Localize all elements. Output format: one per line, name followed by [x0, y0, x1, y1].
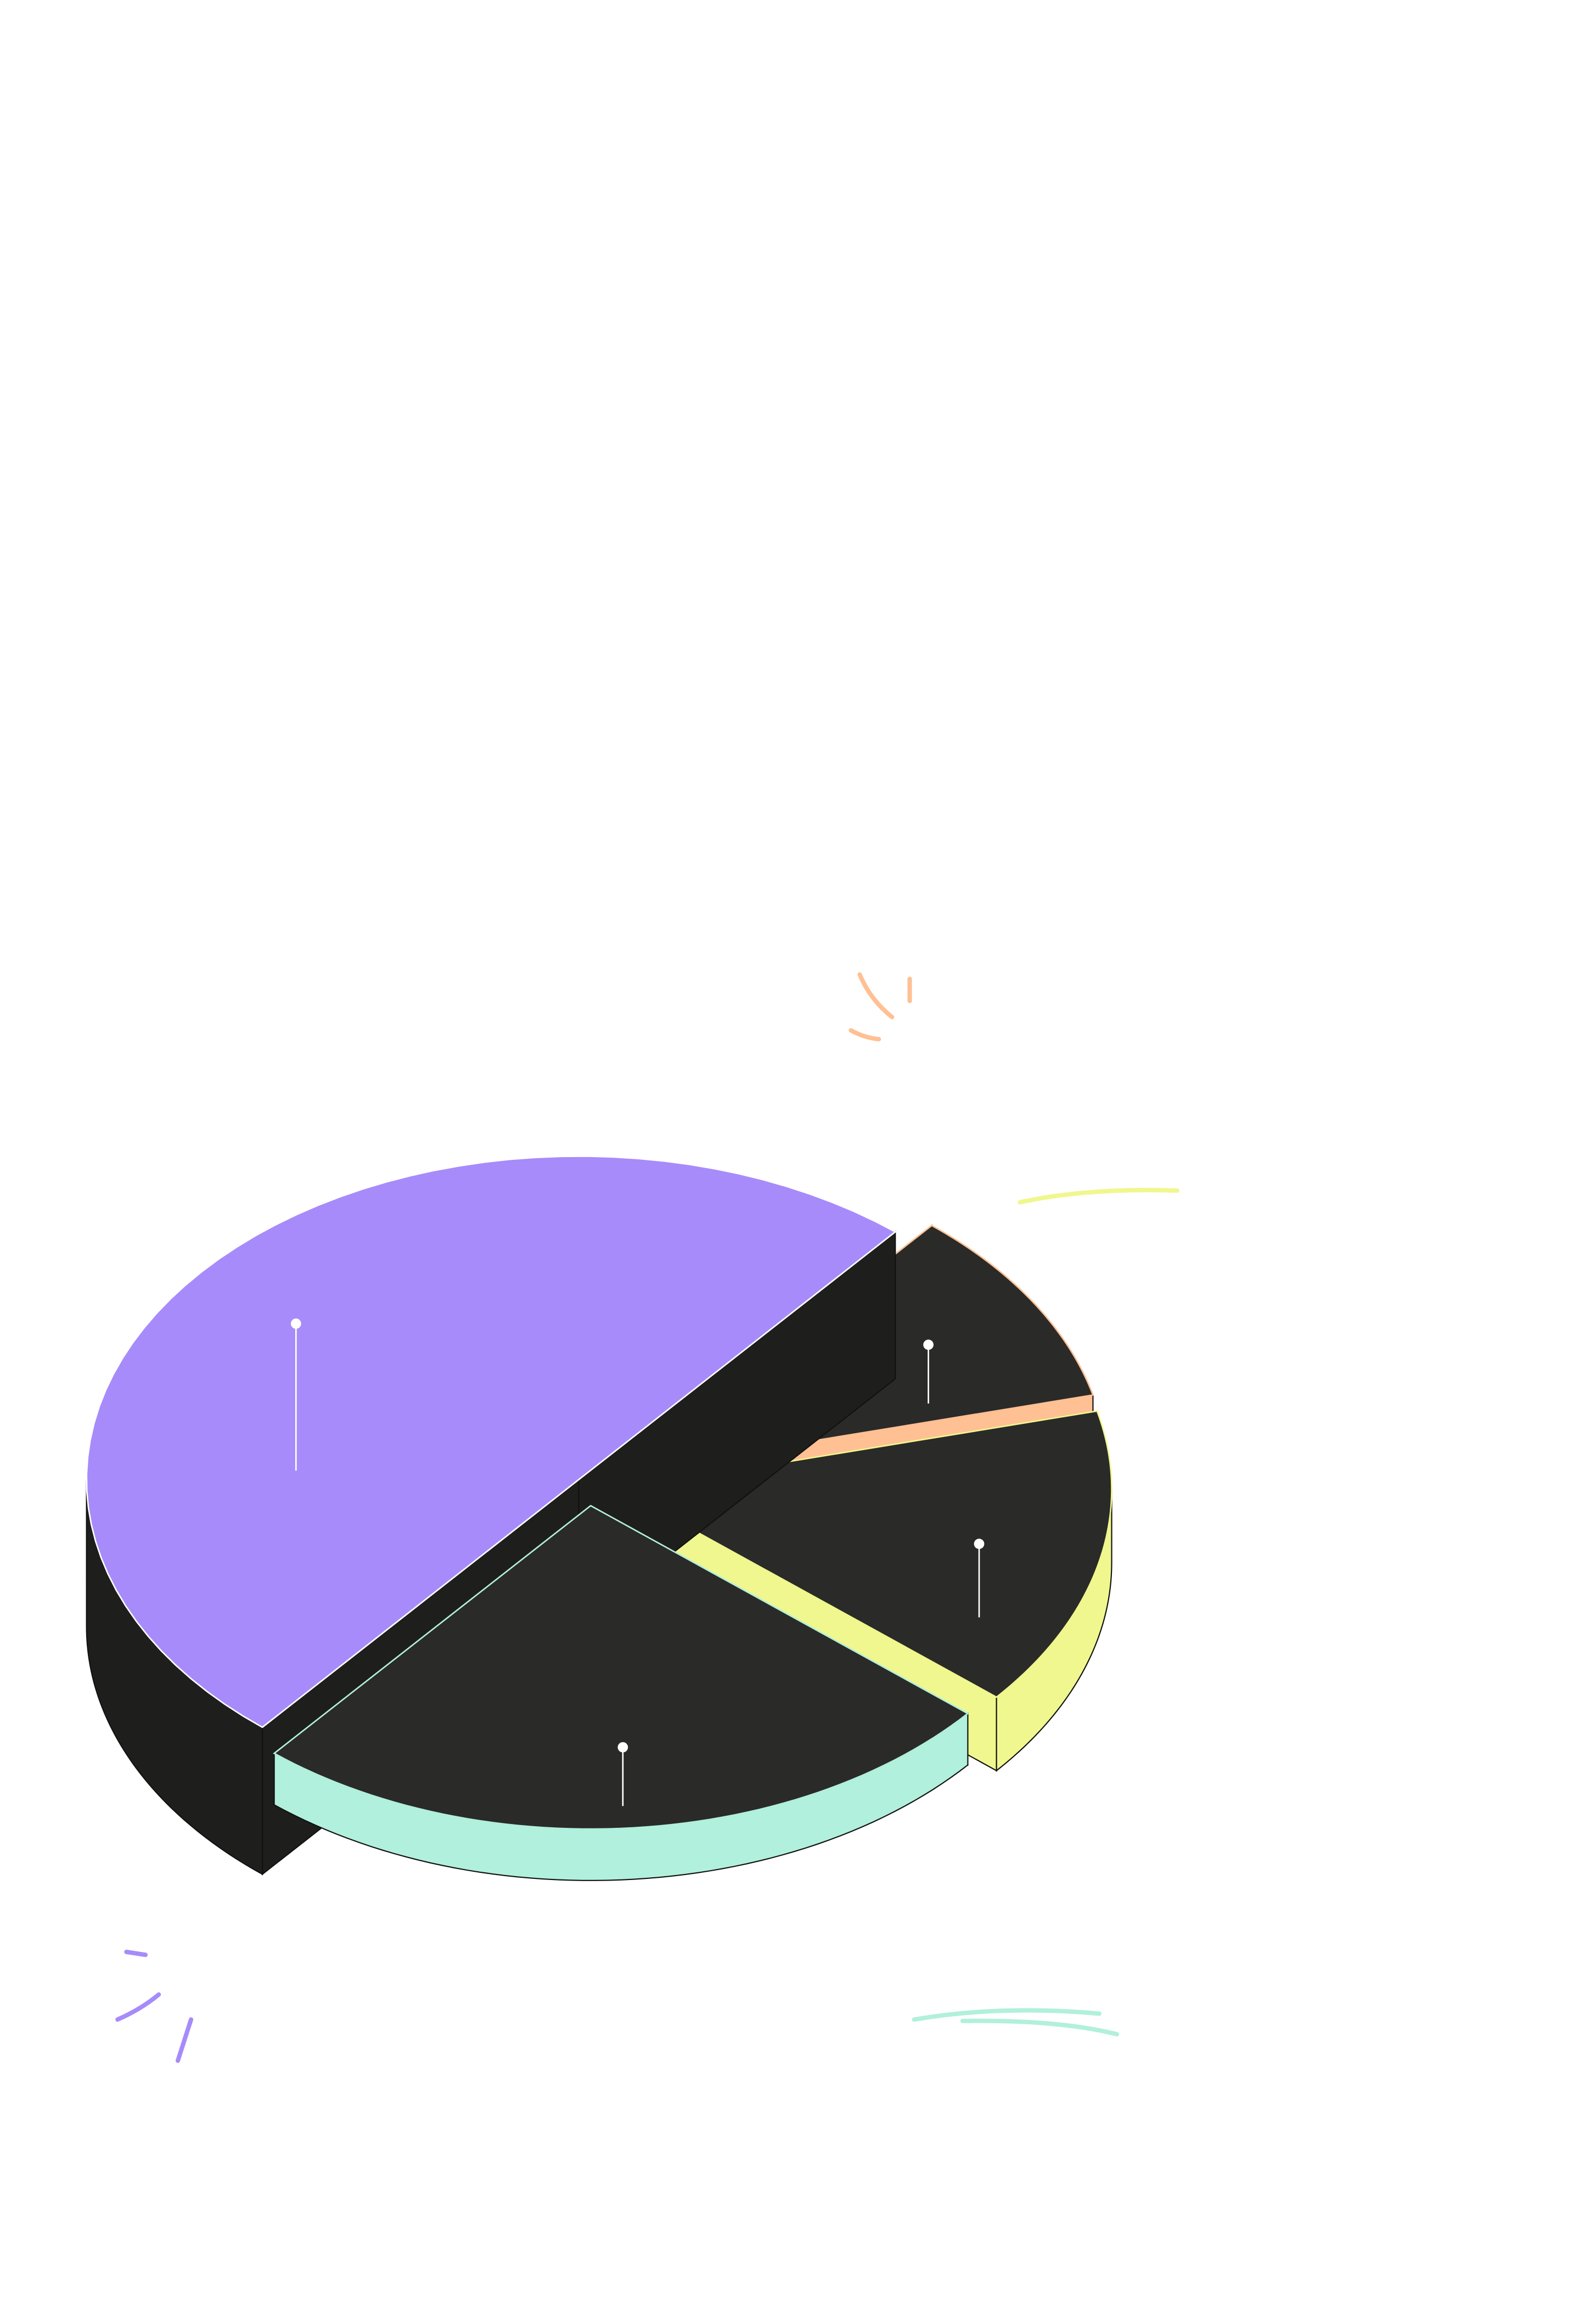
squiggle — [1018, 1188, 1179, 1205]
squiggle — [848, 1028, 881, 1042]
pointer-dot — [974, 1539, 985, 1549]
pie — [86, 1155, 1112, 1881]
slice — [273, 1505, 969, 1830]
squiggle — [124, 1950, 148, 1957]
pointer-dot — [923, 1339, 934, 1350]
squiggle — [857, 972, 895, 1020]
squiggle — [115, 1992, 161, 2022]
slice — [86, 1155, 897, 1728]
squiggle — [912, 2008, 1102, 2022]
pointer-dot — [617, 1742, 628, 1753]
squiggle — [175, 2017, 194, 2063]
squiggle — [960, 2018, 1120, 2036]
decoration — [115, 972, 1179, 2063]
pointer-dot — [290, 1318, 301, 1329]
